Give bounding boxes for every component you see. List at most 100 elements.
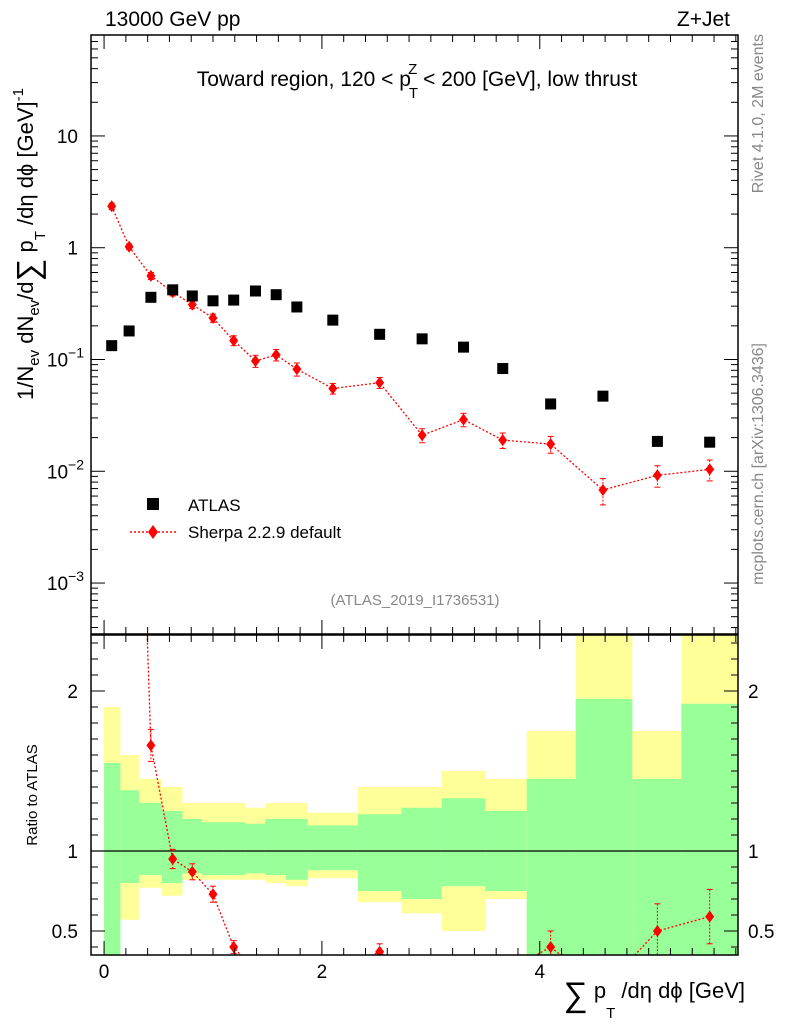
title-part-post: < 200 [GeV], low thrust bbox=[417, 68, 637, 91]
atlas-point bbox=[186, 290, 198, 302]
ratio-panel-content bbox=[91, 98, 738, 995]
y-tick-label: 10 bbox=[57, 127, 78, 148]
ratio-point bbox=[652, 925, 662, 937]
ylabel-e-sup: -1 bbox=[10, 88, 27, 101]
ratio-point bbox=[498, 968, 507, 980]
atlas-point bbox=[545, 398, 557, 410]
ratio-point bbox=[292, 960, 301, 972]
ratio-point bbox=[168, 853, 178, 865]
top-panel-content bbox=[106, 200, 716, 506]
ratio-band-inner-bin bbox=[575, 699, 633, 955]
mc-point bbox=[107, 200, 117, 213]
process-label: Z+Jet bbox=[677, 8, 730, 31]
y-tick-label: 10−2 bbox=[47, 456, 84, 483]
ratio-point bbox=[328, 967, 337, 979]
mc-point bbox=[271, 348, 281, 361]
mc-point bbox=[498, 434, 508, 447]
mc-series-line bbox=[111, 205, 710, 491]
ratio-band-inner-bin bbox=[245, 823, 266, 874]
legend-atlas-marker bbox=[147, 498, 159, 510]
ylabel-b-sub: ev bbox=[26, 299, 43, 315]
ratio-point bbox=[251, 967, 260, 979]
y-tick-base: 10 bbox=[47, 350, 68, 371]
mc-point bbox=[375, 376, 385, 389]
ratio-point bbox=[705, 910, 715, 923]
x-tick-label: 0 bbox=[99, 962, 110, 983]
mc-point bbox=[146, 269, 156, 282]
mc-point bbox=[459, 413, 469, 426]
xlabel-b: /dη dϕ [GeV] bbox=[615, 978, 745, 1003]
y-tick-base: 10 bbox=[47, 462, 68, 483]
atlas-point bbox=[704, 436, 716, 448]
y-tick-base: 10 bbox=[57, 127, 78, 148]
y-tick-label: 10−3 bbox=[47, 568, 84, 595]
atlas-point bbox=[167, 284, 179, 296]
title-sub: T bbox=[409, 85, 418, 102]
ratio-band-inner-bin bbox=[401, 807, 442, 899]
atlas-point bbox=[327, 314, 339, 326]
ylabel-b: dN bbox=[13, 316, 38, 350]
ratio-band-inner-bin bbox=[138, 803, 162, 875]
atlas-point bbox=[374, 328, 386, 340]
ratio-y-tick-label-left: 1 bbox=[67, 842, 78, 863]
xlabel-sigma: ∑ bbox=[563, 976, 587, 1014]
legend-atlas-label: ATLAS bbox=[188, 496, 241, 515]
x-tick-label: 4 bbox=[534, 962, 545, 983]
ratio-point bbox=[187, 865, 197, 878]
ratio-band-inner-bin bbox=[223, 822, 246, 875]
energy-label: 13000 GeV pp bbox=[105, 8, 240, 31]
ratio-band-inner-bin bbox=[202, 822, 224, 875]
mc-point bbox=[292, 363, 302, 376]
ratio-y-tick-label-left: 0.5 bbox=[52, 922, 78, 943]
atlas-point bbox=[270, 289, 282, 301]
x-axis-label: ∑ pT /dη dϕ [GeV] bbox=[563, 976, 745, 1022]
atlas-point bbox=[145, 291, 157, 303]
atlas-point bbox=[207, 295, 219, 307]
ratio-band-inner-bin bbox=[307, 825, 358, 871]
ylabel-d: p bbox=[13, 240, 38, 258]
ratio-panel-frame bbox=[90, 634, 739, 956]
y-tick-exponent: −1 bbox=[68, 344, 84, 360]
ratio-band-inner-bin bbox=[120, 790, 139, 883]
atlas-point bbox=[291, 301, 303, 313]
ratio-point bbox=[125, 98, 134, 110]
analysis-watermark: (ATLAS_2019_I1736531) bbox=[330, 592, 499, 609]
ratio-band-inner-bin bbox=[104, 763, 121, 955]
xlabel-a: p bbox=[588, 978, 606, 1003]
ratio-y-axis-label: Ratio to ATLAS bbox=[24, 744, 41, 845]
ratio-y-tick-label-right: 2 bbox=[748, 682, 759, 703]
ratio-band-inner-bin bbox=[161, 811, 183, 883]
atlas-point bbox=[228, 294, 240, 306]
title-part-pre: Toward region, 120 < p bbox=[197, 68, 411, 91]
y-tick-exponent: −2 bbox=[68, 456, 84, 472]
y-tick-label: 1 bbox=[67, 239, 78, 260]
top-panel-frame bbox=[90, 34, 739, 635]
ratio-axes: 0 2 4 0.5 0.5 1 1 2 2 bbox=[52, 635, 774, 983]
ratio-point bbox=[229, 941, 239, 953]
atlas-point bbox=[497, 363, 509, 375]
legend-mc-marker bbox=[148, 525, 158, 539]
ratio-point bbox=[375, 945, 385, 955]
ratio-band-inner-bin bbox=[681, 703, 738, 955]
y-tick-base: 10 bbox=[47, 574, 68, 595]
ratio-point bbox=[418, 983, 427, 995]
ratio-band-inner-bin bbox=[441, 798, 486, 887]
mc-point bbox=[229, 334, 239, 347]
ylabel-sigma: ∑ bbox=[10, 259, 46, 282]
mc-point bbox=[208, 312, 218, 325]
ratio-band-inner-bin bbox=[632, 779, 682, 955]
ratio-band-inner-bin bbox=[265, 819, 286, 875]
atlas-point bbox=[597, 390, 609, 402]
mc-point bbox=[546, 438, 556, 451]
ratio-band-inner-bin bbox=[182, 819, 203, 874]
legend-mc-label: Sherpa 2.2.9 default bbox=[188, 523, 341, 542]
atlas-point bbox=[249, 285, 261, 297]
atlas-point bbox=[458, 341, 470, 353]
ratio-y-tick-label-right: 1 bbox=[748, 842, 759, 863]
rivet-version-label: Rivet 4.1.0, 2M events bbox=[750, 34, 767, 193]
mc-point bbox=[598, 483, 608, 496]
y-tick-label: 10−1 bbox=[47, 344, 84, 371]
mc-point bbox=[187, 298, 197, 311]
